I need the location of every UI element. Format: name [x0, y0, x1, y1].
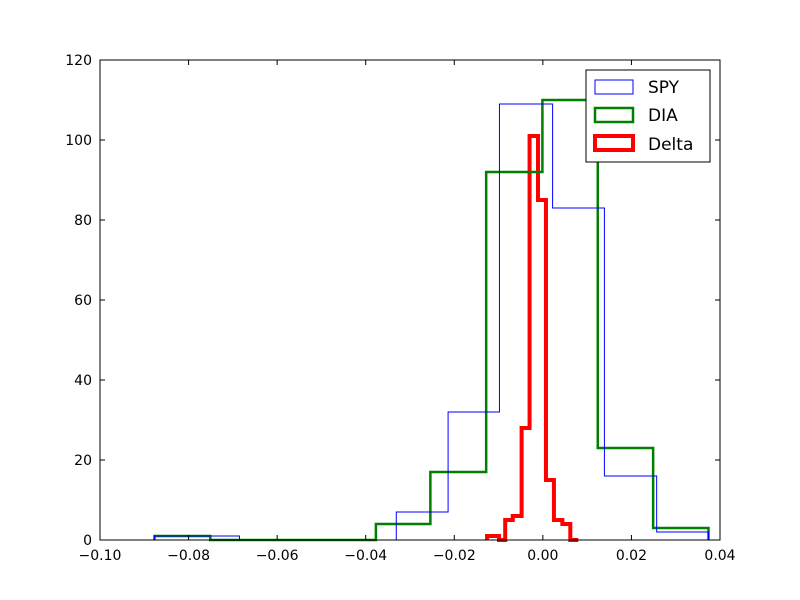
x-tick-label: −0.02 [433, 548, 476, 564]
y-tick-label: 60 [74, 293, 92, 309]
y-tick-label: 100 [65, 133, 92, 149]
legend-label-delta: Delta [648, 135, 693, 155]
x-tick-label: 0.00 [527, 548, 558, 564]
legend-swatch-dia [593, 106, 635, 124]
x-tick-label: −0.08 [167, 548, 210, 564]
y-tick-label: 80 [74, 213, 92, 229]
y-tick-label: 120 [65, 53, 92, 69]
x-tick-label: 0.04 [704, 548, 735, 564]
x-tick-label: −0.10 [79, 548, 122, 564]
y-tick-label: 40 [74, 373, 92, 389]
x-tick-label: −0.04 [344, 548, 387, 564]
legend-box [585, 69, 711, 163]
y-tick-label: 20 [74, 453, 92, 469]
y-tick-label: 0 [83, 533, 92, 549]
legend-label-spy: SPY [648, 78, 680, 98]
x-tick-label: 0.02 [616, 548, 647, 564]
x-tick-label: −0.06 [256, 548, 299, 564]
ticks-layer: −0.10 −0.08 −0.06 −0.04 −0.02 0.00 0.02 0.04 0 20… [65, 53, 735, 564]
legend-swatch-spy [594, 79, 634, 95]
series-spy-step [153, 103, 709, 541]
legend: SPY DIA Delta [585, 69, 711, 163]
legend-swatch-delta [593, 134, 635, 152]
legend-label-dia: DIA [648, 106, 678, 126]
